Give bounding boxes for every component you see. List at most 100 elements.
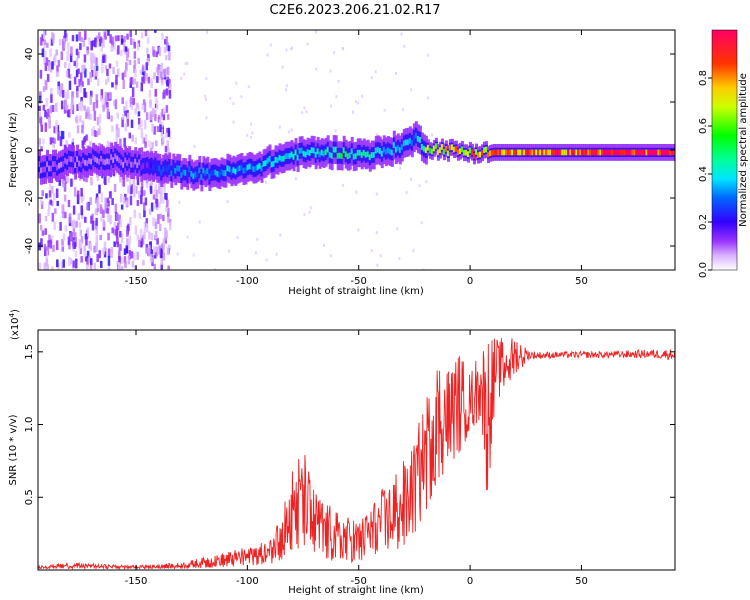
heatmap-cell xyxy=(110,45,114,52)
heatmap-cell xyxy=(82,174,86,182)
heatmap-cell xyxy=(198,220,201,224)
heatmap-cell xyxy=(525,149,529,156)
heatmap-cell xyxy=(168,89,172,99)
heatmap-cell xyxy=(186,61,189,65)
heatmap-cell xyxy=(142,78,146,84)
heatmap-cell xyxy=(161,196,165,204)
heatmap-cell xyxy=(511,149,515,156)
heatmap-cell xyxy=(192,173,196,180)
heatmap-cell xyxy=(152,49,156,57)
heatmap-cell xyxy=(501,149,505,156)
heatmap-cell xyxy=(286,153,290,159)
heatmap-cell xyxy=(396,227,399,231)
heatmap-cell xyxy=(314,30,317,34)
heatmap-cell xyxy=(78,79,81,87)
heatmap-cell xyxy=(90,158,94,165)
heatmap-cell xyxy=(120,256,123,265)
heatmap-cell xyxy=(280,156,284,162)
heatmap-cell xyxy=(40,124,44,132)
heatmap-cell xyxy=(131,260,135,268)
heatmap-cell xyxy=(86,250,90,258)
heatmap-cell xyxy=(143,231,146,240)
heatmap-cell xyxy=(158,119,162,127)
heatmap-cell xyxy=(290,128,293,132)
heatmap-cell xyxy=(42,30,46,39)
heatmap-cell xyxy=(66,158,70,165)
y-tick-label: -40 xyxy=(24,238,35,254)
heatmap-cell xyxy=(154,231,158,240)
heatmap-cell xyxy=(408,137,412,144)
heatmap-cell xyxy=(127,255,131,265)
heatmap-cell xyxy=(70,156,74,163)
heatmap-cell xyxy=(48,121,51,129)
heatmap-cell xyxy=(160,169,164,176)
heatmap-cell xyxy=(254,165,258,172)
heatmap-cell xyxy=(140,164,144,171)
heatmap-cell xyxy=(104,203,108,214)
heatmap-cell xyxy=(497,149,501,156)
heatmap-cell xyxy=(169,222,172,231)
heatmap-cell xyxy=(139,69,142,75)
heatmap-cell xyxy=(75,34,79,42)
heatmap-cell xyxy=(53,138,57,144)
heatmap-cell xyxy=(141,76,144,82)
heatmap-cell xyxy=(145,112,149,120)
heatmap-cell xyxy=(623,149,627,156)
heatmap-cell xyxy=(119,243,122,251)
heatmap-cell xyxy=(132,161,136,168)
heatmap-cell xyxy=(131,87,135,98)
heatmap-cell xyxy=(180,76,183,80)
snr-panel: -150 -100 -50 0 50 0.5 1.0 1.5 Height of straig… xyxy=(8,309,676,596)
heatmap-cell xyxy=(106,102,109,108)
heatmap-cell xyxy=(51,212,55,222)
heatmap-cell xyxy=(55,71,59,77)
heatmap-cell xyxy=(436,149,440,156)
heatmap-cell xyxy=(567,149,571,156)
figure-title: C2E6.2023.206.21.02.R17 xyxy=(269,3,440,18)
heatmap-cell xyxy=(60,100,64,110)
heatmap-cell xyxy=(122,162,126,168)
heatmap-cell xyxy=(55,125,58,135)
heatmap-cell xyxy=(41,230,45,236)
heatmap-cell xyxy=(356,149,360,156)
heatmap-cell xyxy=(76,85,79,91)
heatmap-cell xyxy=(144,134,148,142)
heatmap-cell xyxy=(302,150,306,157)
heatmap-cell xyxy=(93,130,97,137)
heatmap-cell xyxy=(114,225,118,236)
heatmap-cell xyxy=(101,99,105,108)
heatmap-cell xyxy=(159,198,163,204)
heatmap-cell xyxy=(112,66,115,75)
heatmap-cell xyxy=(51,104,55,112)
heatmap-cell xyxy=(107,255,111,266)
heatmap-cell xyxy=(93,262,97,270)
heatmap-cell xyxy=(108,158,112,165)
heatmap-cell xyxy=(160,248,163,259)
heatmap-cell xyxy=(89,113,93,120)
heatmap-cell xyxy=(89,243,92,252)
heatmap-cell xyxy=(303,213,306,217)
heatmap-cell xyxy=(210,170,214,177)
heatmap-cell xyxy=(372,152,376,158)
heatmap-cell xyxy=(108,63,112,69)
heatmap-cell xyxy=(205,77,208,81)
heatmap-cell xyxy=(79,247,83,255)
heatmap-cell xyxy=(232,102,235,106)
heatmap-cell xyxy=(64,211,67,219)
heatmap-cell xyxy=(300,147,304,154)
heatmap-cell xyxy=(306,149,310,155)
heatmap-cell xyxy=(150,202,154,212)
heatmap-cell xyxy=(450,144,454,151)
heatmap-cell xyxy=(95,234,99,245)
heatmap-cell xyxy=(89,71,92,79)
heatmap-cell xyxy=(338,152,342,159)
heatmap-cell xyxy=(226,165,230,172)
heatmap-cell xyxy=(107,263,111,270)
heatmap-cell xyxy=(196,171,200,177)
heatmap-cell xyxy=(86,257,89,266)
heatmap-cell xyxy=(236,166,240,173)
heatmap-cell xyxy=(141,138,145,144)
heatmap-cell xyxy=(94,197,98,204)
heatmap-cell xyxy=(166,79,169,86)
heatmap-cell xyxy=(162,136,165,144)
